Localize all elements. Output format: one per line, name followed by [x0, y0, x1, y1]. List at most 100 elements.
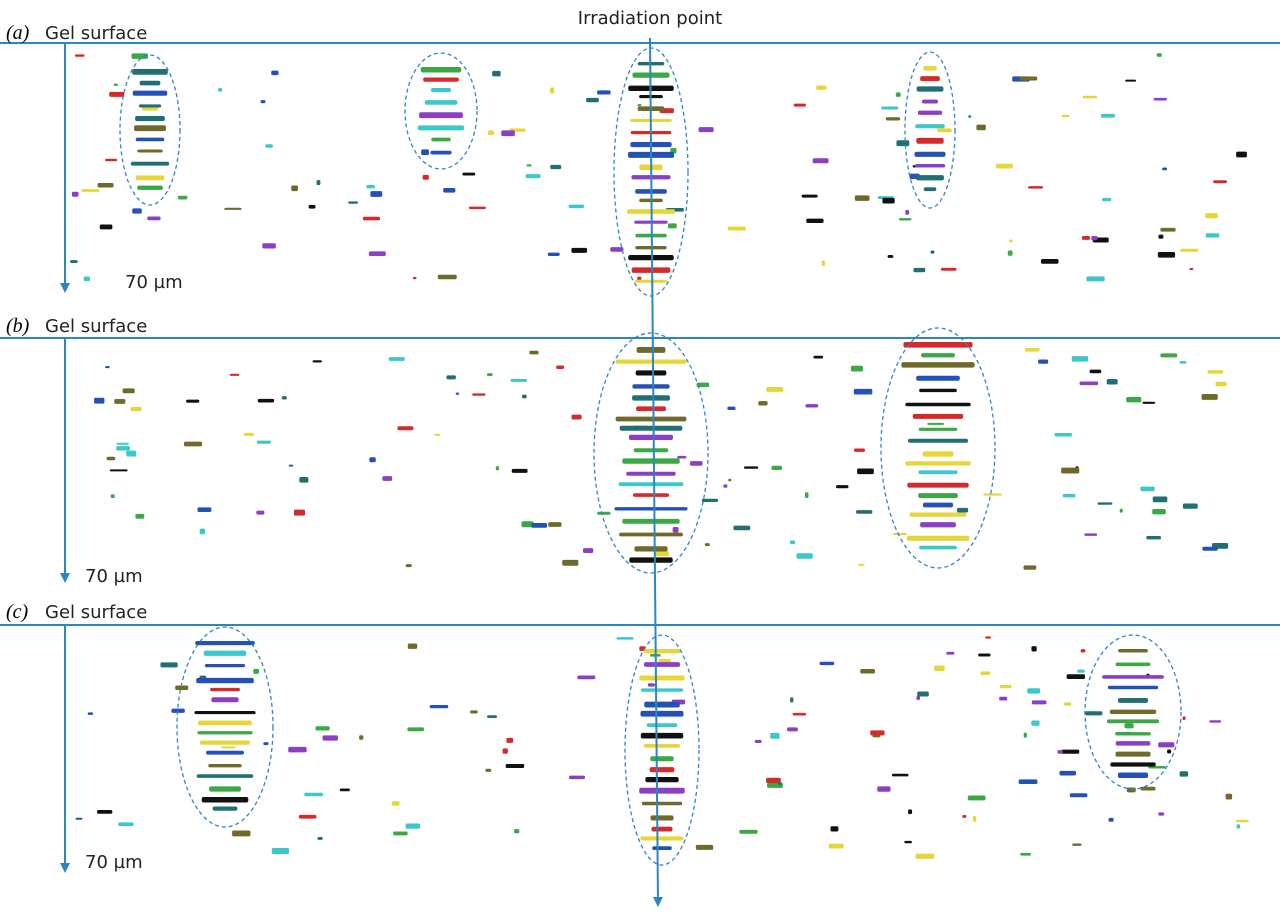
- particle: [771, 466, 781, 470]
- particle: [597, 512, 610, 515]
- particle: [218, 88, 222, 92]
- particle: [1140, 787, 1155, 791]
- particle: [739, 830, 757, 834]
- particle: [262, 243, 276, 248]
- particle: [506, 764, 525, 768]
- particle-band: [619, 533, 683, 537]
- particle-band: [197, 731, 252, 734]
- particle: [881, 107, 898, 110]
- particle: [1086, 276, 1104, 281]
- particle: [854, 449, 865, 452]
- particle: [118, 822, 133, 826]
- particle: [562, 560, 578, 566]
- particle: [272, 848, 289, 854]
- particle: [434, 434, 440, 436]
- particle: [1070, 793, 1088, 797]
- particle: [1109, 818, 1114, 822]
- particle: [514, 829, 519, 833]
- particle: [999, 697, 1007, 701]
- particle: [1008, 250, 1013, 255]
- particle: [728, 227, 746, 231]
- particle-band: [132, 69, 168, 75]
- particle: [957, 508, 968, 513]
- particle: [75, 54, 85, 56]
- particle: [917, 692, 929, 697]
- panel-label: (b): [6, 315, 30, 337]
- particle-band: [140, 81, 161, 86]
- particle: [723, 484, 727, 487]
- particle: [796, 553, 812, 559]
- particle-band: [924, 187, 937, 191]
- particle: [443, 188, 455, 193]
- particle: [72, 192, 79, 197]
- particle: [1127, 787, 1136, 792]
- particle: [1061, 750, 1079, 754]
- particle: [84, 277, 90, 282]
- particle: [805, 492, 809, 498]
- particle: [70, 260, 78, 263]
- particle: [370, 191, 382, 197]
- particle: [968, 795, 986, 800]
- particle: [256, 511, 264, 515]
- particle: [406, 564, 412, 567]
- particle: [941, 268, 957, 271]
- particle: [1213, 180, 1227, 183]
- particle-band: [425, 100, 458, 105]
- particle-band: [916, 175, 944, 180]
- particle: [1158, 252, 1175, 258]
- particle: [793, 713, 806, 716]
- particle-band: [636, 406, 666, 411]
- particle: [232, 831, 250, 837]
- particle: [487, 373, 493, 376]
- surface-label: Gel surface: [45, 602, 147, 623]
- particle: [830, 826, 838, 831]
- particle: [506, 738, 513, 743]
- particle: [905, 210, 909, 215]
- particle: [472, 393, 485, 395]
- surface-label: Gel surface: [45, 316, 147, 337]
- particle: [550, 165, 561, 169]
- particle: [135, 514, 144, 519]
- particle: [1083, 96, 1098, 99]
- particle: [1180, 361, 1187, 364]
- particle: [1202, 394, 1218, 400]
- panel-label: (c): [6, 601, 29, 623]
- particle: [978, 654, 990, 657]
- particle-band: [1118, 772, 1148, 778]
- particle: [610, 247, 623, 252]
- particle: [131, 407, 142, 411]
- particle: [117, 443, 129, 445]
- particle: [1085, 711, 1102, 715]
- particle: [1072, 843, 1081, 845]
- particle: [1054, 433, 1072, 436]
- particle-band: [198, 721, 252, 726]
- particle: [1028, 186, 1043, 189]
- particle: [583, 548, 593, 553]
- particle: [638, 104, 642, 106]
- particle: [1120, 509, 1123, 513]
- particle: [1158, 235, 1163, 239]
- particle-band: [922, 100, 938, 104]
- particle: [501, 130, 515, 136]
- particle: [822, 260, 825, 266]
- particle: [1020, 853, 1031, 856]
- particle: [531, 523, 547, 528]
- particle: [317, 180, 321, 185]
- particle: [1143, 402, 1156, 404]
- particle: [1024, 565, 1037, 569]
- particle: [126, 451, 136, 457]
- particle: [510, 379, 527, 382]
- particle: [469, 207, 486, 209]
- particle: [1157, 53, 1162, 57]
- particle: [556, 365, 564, 368]
- particle-band: [916, 376, 960, 381]
- particle: [1140, 487, 1154, 492]
- particle-band: [918, 470, 957, 474]
- particle-band: [633, 493, 669, 497]
- particle-band: [620, 426, 683, 431]
- particle: [1061, 468, 1079, 474]
- particle: [147, 216, 160, 220]
- particle: [1126, 397, 1141, 402]
- particle: [699, 127, 714, 132]
- particle: [408, 644, 417, 649]
